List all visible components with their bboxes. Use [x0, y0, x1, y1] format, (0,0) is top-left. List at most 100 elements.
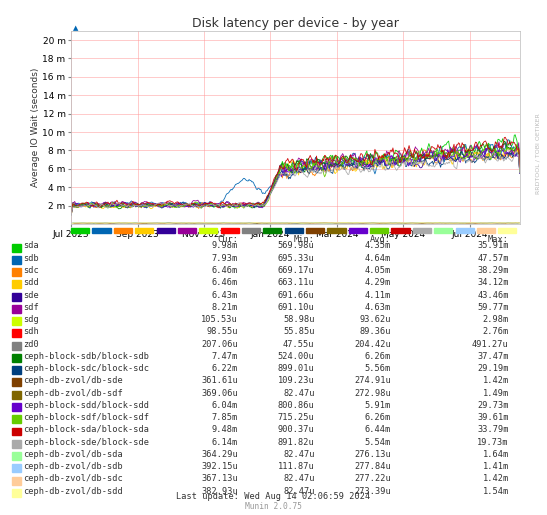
Text: 19.73m: 19.73m [477, 438, 509, 447]
Text: Avg:: Avg: [370, 235, 391, 244]
Text: 82.47u: 82.47u [283, 450, 315, 459]
Text: 47.57m: 47.57m [477, 254, 509, 263]
Text: 4.05m: 4.05m [365, 266, 391, 275]
Text: 1.64m: 1.64m [482, 450, 509, 459]
Text: sdd: sdd [24, 278, 39, 287]
Text: ceph-block-sdb/block-sdb: ceph-block-sdb/block-sdb [24, 352, 149, 361]
Text: 1.41m: 1.41m [482, 462, 509, 471]
Text: 669.17u: 669.17u [278, 266, 315, 275]
Text: 98.55u: 98.55u [206, 328, 238, 336]
Text: ceph-db-zvol/db-sde: ceph-db-zvol/db-sde [24, 376, 123, 385]
Text: ▲: ▲ [73, 25, 79, 31]
Text: 899.01u: 899.01u [278, 364, 315, 373]
Text: 277.84u: 277.84u [354, 462, 391, 471]
Text: 29.19m: 29.19m [477, 364, 509, 373]
Text: 7.47m: 7.47m [212, 352, 238, 361]
Text: ceph-db-zvol/db-sda: ceph-db-zvol/db-sda [24, 450, 123, 459]
Text: 8.21m: 8.21m [212, 303, 238, 312]
Text: 5.54m: 5.54m [365, 438, 391, 447]
Text: 361.61u: 361.61u [201, 376, 238, 385]
Text: Max:: Max: [488, 235, 509, 244]
Text: 82.47u: 82.47u [283, 474, 315, 484]
Text: 691.66u: 691.66u [278, 290, 315, 300]
Text: 6.46m: 6.46m [212, 278, 238, 287]
Text: 6.14m: 6.14m [212, 438, 238, 447]
Text: 204.42u: 204.42u [354, 339, 391, 349]
Text: 89.36u: 89.36u [359, 328, 391, 336]
Text: 800.86u: 800.86u [278, 401, 315, 410]
Text: 4.64m: 4.64m [365, 254, 391, 263]
Text: 9.98m: 9.98m [212, 242, 238, 250]
Text: ceph-db-zvol/db-sdf: ceph-db-zvol/db-sdf [24, 389, 123, 398]
Text: ceph-block-sda/block-sda: ceph-block-sda/block-sda [24, 425, 149, 435]
Text: 109.23u: 109.23u [278, 376, 315, 385]
Text: sdb: sdb [24, 254, 39, 263]
Text: 9.48m: 9.48m [212, 425, 238, 435]
Text: RRDTOOL / TOBI OETIKER: RRDTOOL / TOBI OETIKER [536, 113, 540, 194]
Text: 272.98u: 272.98u [354, 389, 391, 398]
Text: 34.12m: 34.12m [477, 278, 509, 287]
Text: ceph-block-sde/block-sde: ceph-block-sde/block-sde [24, 438, 149, 447]
Text: 491.27u: 491.27u [472, 339, 509, 349]
Text: 29.73m: 29.73m [477, 401, 509, 410]
Text: ceph-db-zvol/db-sdb: ceph-db-zvol/db-sdb [24, 462, 123, 471]
Text: 364.29u: 364.29u [201, 450, 238, 459]
Text: 663.11u: 663.11u [278, 278, 315, 287]
Text: 7.93m: 7.93m [212, 254, 238, 263]
Text: 93.62u: 93.62u [359, 315, 391, 324]
Text: ceph-block-sdd/block-sdd: ceph-block-sdd/block-sdd [24, 401, 149, 410]
Text: 1.49m: 1.49m [482, 389, 509, 398]
Text: 695.33u: 695.33u [278, 254, 315, 263]
Text: 900.37u: 900.37u [278, 425, 315, 435]
Text: 105.53u: 105.53u [201, 315, 238, 324]
Text: 6.22m: 6.22m [212, 364, 238, 373]
Text: 111.87u: 111.87u [278, 462, 315, 471]
Text: Cur:: Cur: [217, 235, 238, 244]
Text: 43.46m: 43.46m [477, 290, 509, 300]
Text: 715.25u: 715.25u [278, 413, 315, 422]
Text: 6.04m: 6.04m [212, 401, 238, 410]
Text: sdh: sdh [24, 328, 39, 336]
Text: zd0: zd0 [24, 339, 39, 349]
Text: 691.10u: 691.10u [278, 303, 315, 312]
Text: 59.77m: 59.77m [477, 303, 509, 312]
Text: 33.79m: 33.79m [477, 425, 509, 435]
Text: 6.26m: 6.26m [365, 352, 391, 361]
Text: 6.44m: 6.44m [365, 425, 391, 435]
Text: 55.85u: 55.85u [283, 328, 315, 336]
Text: 1.42m: 1.42m [482, 474, 509, 484]
Text: 82.47u: 82.47u [283, 389, 315, 398]
Text: 4.63m: 4.63m [365, 303, 391, 312]
Text: 1.54m: 1.54m [482, 487, 509, 496]
Text: sde: sde [24, 290, 39, 300]
Text: ceph-db-zvol/db-sdc: ceph-db-zvol/db-sdc [24, 474, 123, 484]
Text: ceph-block-sdc/block-sdc: ceph-block-sdc/block-sdc [24, 364, 149, 373]
Text: 367.13u: 367.13u [201, 474, 238, 484]
Text: 277.22u: 277.22u [354, 474, 391, 484]
Text: Munin 2.0.75: Munin 2.0.75 [245, 502, 302, 511]
Text: 382.93u: 382.93u [201, 487, 238, 496]
Text: ceph-block-sdf/block-sdf: ceph-block-sdf/block-sdf [24, 413, 149, 422]
Text: 58.98u: 58.98u [283, 315, 315, 324]
Y-axis label: Average IO Wait (seconds): Average IO Wait (seconds) [31, 68, 39, 187]
Text: 35.91m: 35.91m [477, 242, 509, 250]
Text: 6.26m: 6.26m [365, 413, 391, 422]
Text: 7.85m: 7.85m [212, 413, 238, 422]
Text: 2.98m: 2.98m [482, 315, 509, 324]
Text: 1.42m: 1.42m [482, 376, 509, 385]
Text: 274.91u: 274.91u [354, 376, 391, 385]
Text: Last update: Wed Aug 14 02:06:59 2024: Last update: Wed Aug 14 02:06:59 2024 [176, 492, 371, 501]
Text: 276.13u: 276.13u [354, 450, 391, 459]
Text: 4.29m: 4.29m [365, 278, 391, 287]
Text: 37.47m: 37.47m [477, 352, 509, 361]
Text: sdf: sdf [24, 303, 39, 312]
Text: 569.98u: 569.98u [278, 242, 315, 250]
Text: ceph-db-zvol/db-sdd: ceph-db-zvol/db-sdd [24, 487, 123, 496]
Text: 4.35m: 4.35m [365, 242, 391, 250]
Text: 39.61m: 39.61m [477, 413, 509, 422]
Text: 82.47u: 82.47u [283, 487, 315, 496]
Text: Min:: Min: [294, 235, 315, 244]
Text: 524.00u: 524.00u [278, 352, 315, 361]
Text: 369.06u: 369.06u [201, 389, 238, 398]
Text: 5.91m: 5.91m [365, 401, 391, 410]
